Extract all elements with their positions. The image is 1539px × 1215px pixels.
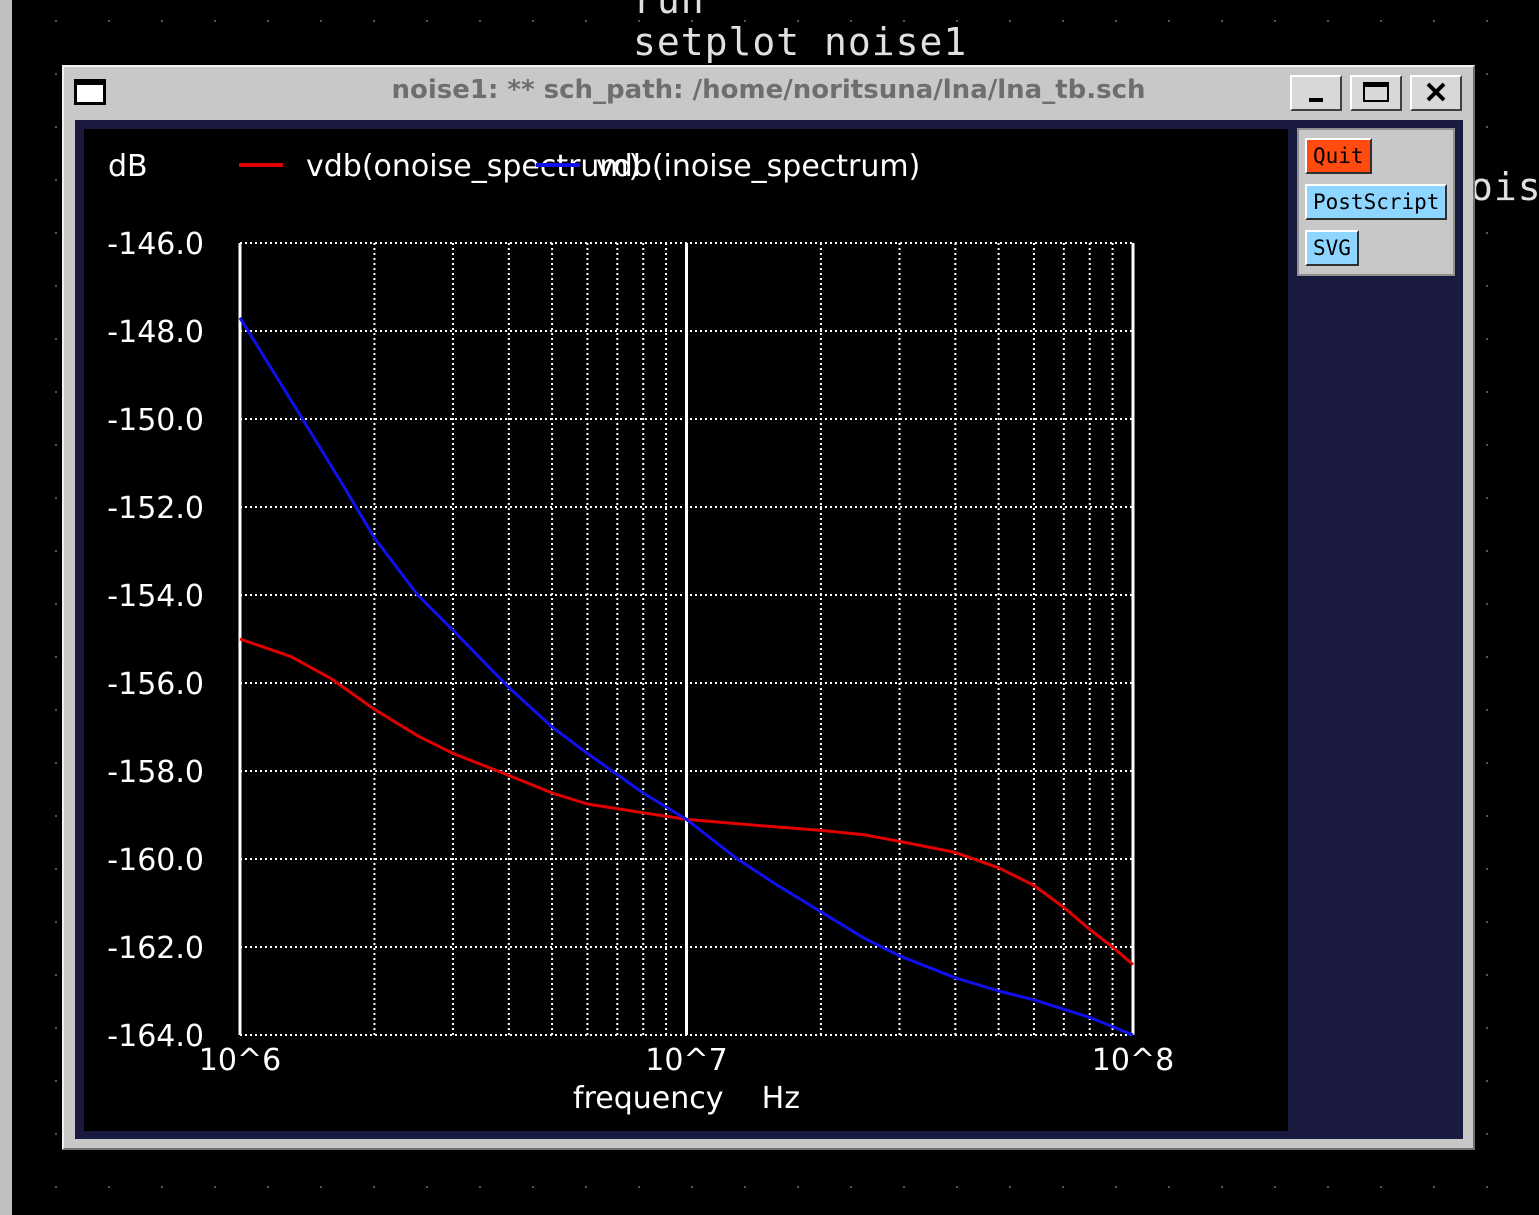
y-tick-label: -164.0 xyxy=(107,1019,204,1054)
terminal-line-setplot: setplot noise1 xyxy=(633,20,967,64)
postscript-button[interactable]: PostScript xyxy=(1305,184,1447,220)
x-tick-label: 10^7 xyxy=(645,1043,727,1078)
plot-window: noise1: ** sch_path: /home/noritsuna/lna… xyxy=(62,65,1475,1150)
y-tick-label: -162.0 xyxy=(107,931,204,966)
y-tick-label: -150.0 xyxy=(107,403,204,438)
window-title: noise1: ** sch_path: /home/noritsuna/lna… xyxy=(64,75,1473,105)
y-tick-label: -146.0 xyxy=(107,227,204,262)
maximize-button[interactable] xyxy=(1350,75,1402,111)
x-tick-label: 10^6 xyxy=(199,1043,281,1078)
y-tick-label: -152.0 xyxy=(107,491,204,526)
window-client-area: -146.0 -148.0 -150.0 -152.0 -154.0 -156.0 -158… xyxy=(75,120,1463,1139)
left-scroll-strip xyxy=(0,0,12,1215)
y-tick-label: -154.0 xyxy=(107,579,204,614)
close-icon xyxy=(1412,77,1460,109)
minimize-button[interactable] xyxy=(1290,75,1342,111)
plot-area[interactable]: -146.0 -148.0 -150.0 -152.0 -154.0 -156.0 -158… xyxy=(84,129,1288,1131)
x-axis-label: frequency Hz xyxy=(573,1081,800,1116)
window-titlebar[interactable]: noise1: ** sch_path: /home/noritsuna/lna… xyxy=(64,67,1473,119)
terminal-fragment: ois xyxy=(1470,165,1539,209)
legend-label: vdb(inoise_spectrum) xyxy=(596,149,920,184)
svg-button[interactable]: SVG xyxy=(1305,230,1359,266)
y-tick-label: -160.0 xyxy=(107,843,204,878)
close-button[interactable] xyxy=(1410,75,1462,111)
y-tick-label: -158.0 xyxy=(107,755,204,790)
button-panel: Quit PostScript SVG xyxy=(1297,128,1455,276)
maximize-icon xyxy=(1352,77,1400,109)
x-tick-label: 10^8 xyxy=(1092,1043,1174,1078)
quit-button[interactable]: Quit xyxy=(1305,138,1372,174)
legend-label: vdb(onoise_spectrum) xyxy=(306,149,640,184)
y-tick-label: -156.0 xyxy=(107,667,204,702)
terminal-line-run: run xyxy=(633,0,705,22)
y-axis-label: dB xyxy=(108,149,148,184)
y-tick-label: -148.0 xyxy=(107,315,204,350)
noise-chart[interactable]: -146.0 -148.0 -150.0 -152.0 -154.0 -156.0 -158… xyxy=(84,129,1288,1131)
minimize-icon xyxy=(1292,77,1340,109)
